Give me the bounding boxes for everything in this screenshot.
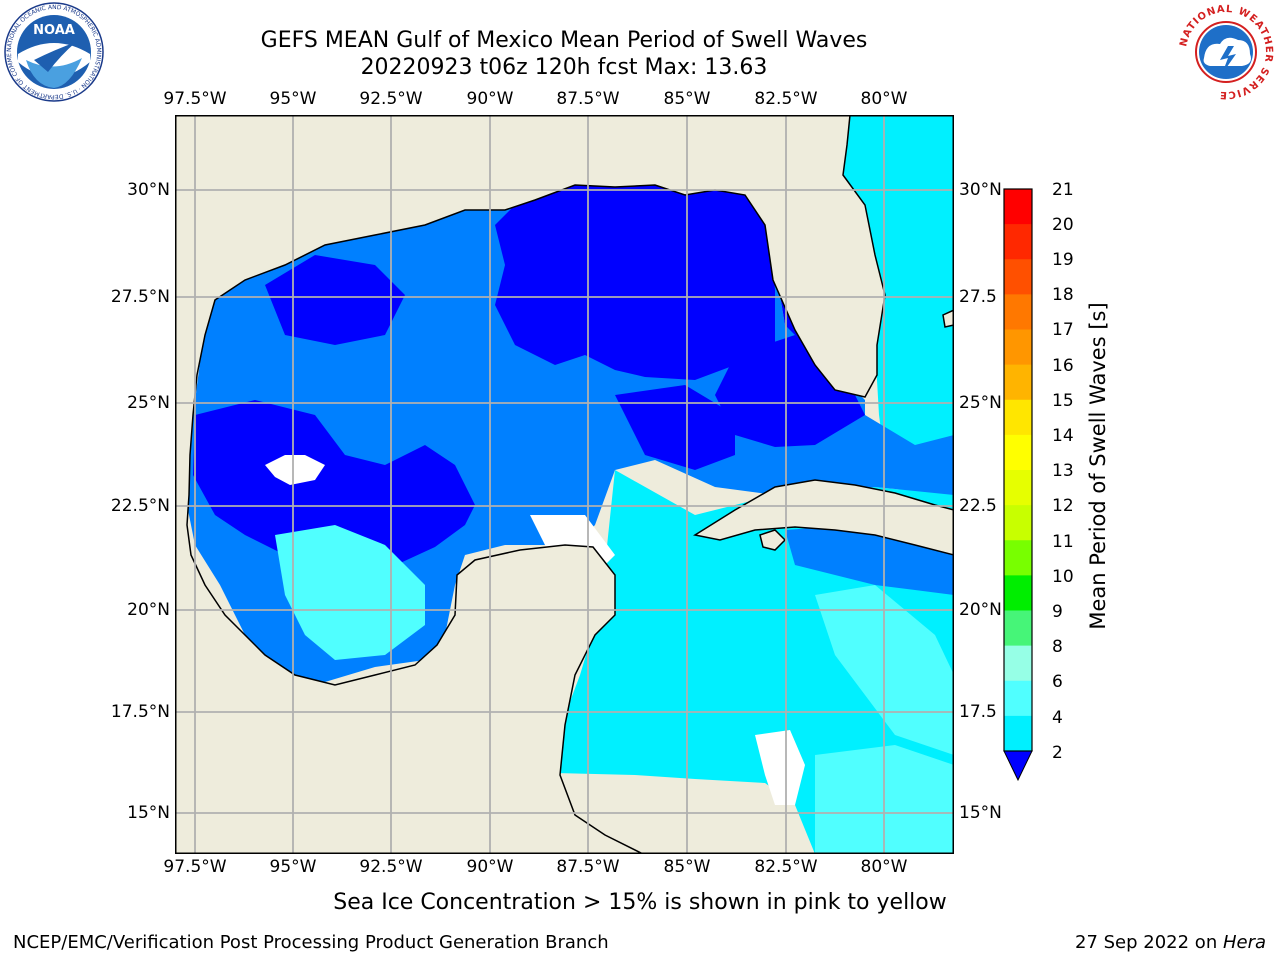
colorbar: [1003, 188, 1033, 782]
colorbar-segment: [1004, 189, 1032, 225]
colorbar-segment: [1004, 399, 1032, 436]
colorbar-segment: [1004, 505, 1032, 541]
credit-host: Hera: [1222, 932, 1266, 953]
lon-label: 97.5°W: [163, 89, 227, 109]
noaa-logo-text: NOAA: [33, 23, 75, 38]
colorbar-under-extension: [1003, 750, 1033, 782]
lon-label: 95°W: [269, 89, 317, 109]
colorbar-tick: 4: [1052, 708, 1063, 728]
lon-label: 90°W: [466, 89, 514, 109]
colorbar-segment: [1004, 715, 1032, 752]
colorbar-tick: 15: [1052, 391, 1074, 411]
map-frame: [175, 115, 954, 854]
colorbar-frame: [1003, 188, 1033, 752]
colorbar-segment: [1004, 575, 1032, 611]
lat-label: 22.5°N: [110, 496, 170, 516]
colorbar-segment: [1004, 224, 1032, 260]
lat-label: 30°N: [959, 180, 1002, 200]
sea-ice-note-text: Sea Ice Concentration > 15% is shown in …: [333, 890, 947, 915]
credit-date: 27 Sep 2022 on: [1075, 932, 1223, 953]
lon-label: 82.5°W: [754, 89, 818, 109]
colorbar-segment: [1004, 259, 1032, 295]
lat-label: 15°N: [127, 803, 170, 823]
colorbar-tick: 12: [1052, 496, 1074, 516]
map-plot: [175, 115, 954, 854]
colorbar-tick: 18: [1052, 285, 1074, 305]
colorbar-segment: [1004, 610, 1032, 647]
short-period-patches: [193, 175, 865, 575]
chart-subtitle: 20220923 t06z 120h fcst Max: 13.63: [360, 55, 768, 80]
yucatan-channel-patch: [785, 525, 954, 595]
colorbar-tick: 17: [1052, 320, 1074, 340]
colorbar-segment: [1004, 645, 1032, 682]
colorbar-segments: [1004, 189, 1032, 752]
colorbar-segment: [1004, 540, 1032, 576]
lat-label: 17.5°N: [110, 702, 170, 722]
lat-label: 17.5: [959, 702, 997, 722]
colorbar-tick: 8: [1052, 637, 1063, 657]
colorbar-tick: 14: [1052, 426, 1074, 446]
colorbar-tick: 9: [1052, 602, 1063, 622]
colorbar-segment: [1004, 434, 1032, 471]
lon-label: 80°W: [860, 857, 908, 877]
atlantic-swell-region: [843, 115, 954, 515]
lon-label: 87.5°W: [556, 89, 620, 109]
colorbar-tick: 11: [1052, 532, 1074, 552]
colorbar-segment: [1004, 364, 1032, 401]
colorbar-tick: 10: [1052, 567, 1074, 587]
colorbar-tick: 6: [1052, 672, 1063, 692]
chart-title: GEFS MEAN Gulf of Mexico Mean Period of …: [260, 28, 868, 53]
lat-label: 25°N: [959, 393, 1002, 413]
lat-label: 27.5°N: [110, 287, 170, 307]
colorbar-segment: [1004, 329, 1032, 366]
colorbar-tick: 20: [1052, 215, 1074, 235]
colorbar-segment: [1004, 470, 1032, 506]
lat-label: 20°N: [127, 600, 170, 620]
colorbar-segment: [1004, 680, 1032, 717]
lat-label: 25°N: [127, 393, 170, 413]
colorbar-tick: 21: [1052, 180, 1074, 200]
lat-label: 15°N: [959, 803, 1002, 823]
credit-left: NCEP/EMC/Verification Post Processing Pr…: [13, 932, 609, 953]
lat-label: 20°N: [959, 600, 1002, 620]
colorbar-tick: 19: [1052, 250, 1074, 270]
colorbar-tick: 2: [1052, 743, 1063, 763]
lon-label: 87.5°W: [556, 857, 620, 877]
landmasses: [175, 115, 954, 854]
lon-label: 92.5°W: [359, 857, 423, 877]
sea-ice-note: Sea Ice Concentration > 15% is shown in …: [0, 890, 1280, 915]
lon-label: 97.5°W: [163, 857, 227, 877]
lon-label: 90°W: [466, 857, 514, 877]
lat-label: 30°N: [127, 180, 170, 200]
nws-logo-icon: NATIONAL WEATHER SERVICE: [1178, 4, 1274, 100]
lon-label: 82.5°W: [754, 857, 818, 877]
lon-label: 80°W: [860, 89, 908, 109]
lat-label: 27.5: [959, 287, 997, 307]
colorbar-segment: [1004, 294, 1032, 330]
credit-right: 27 Sep 2022 on Hera: [1075, 932, 1266, 953]
colorbar-tick: 16: [1052, 356, 1074, 376]
noaa-logo-icon: NATIONAL OCEANIC AND ATMOSPHERIC ADMINIS…: [4, 2, 104, 102]
colorbar-tick: 13: [1052, 461, 1074, 481]
lon-label: 92.5°W: [359, 89, 423, 109]
lon-label: 85°W: [663, 857, 711, 877]
lon-label: 95°W: [269, 857, 317, 877]
colorbar-label: Mean Period of Swell Waves [s]: [1086, 302, 1110, 630]
lon-label: 85°W: [663, 89, 711, 109]
graticule: [175, 115, 954, 854]
lat-label: 22.5: [959, 496, 997, 516]
